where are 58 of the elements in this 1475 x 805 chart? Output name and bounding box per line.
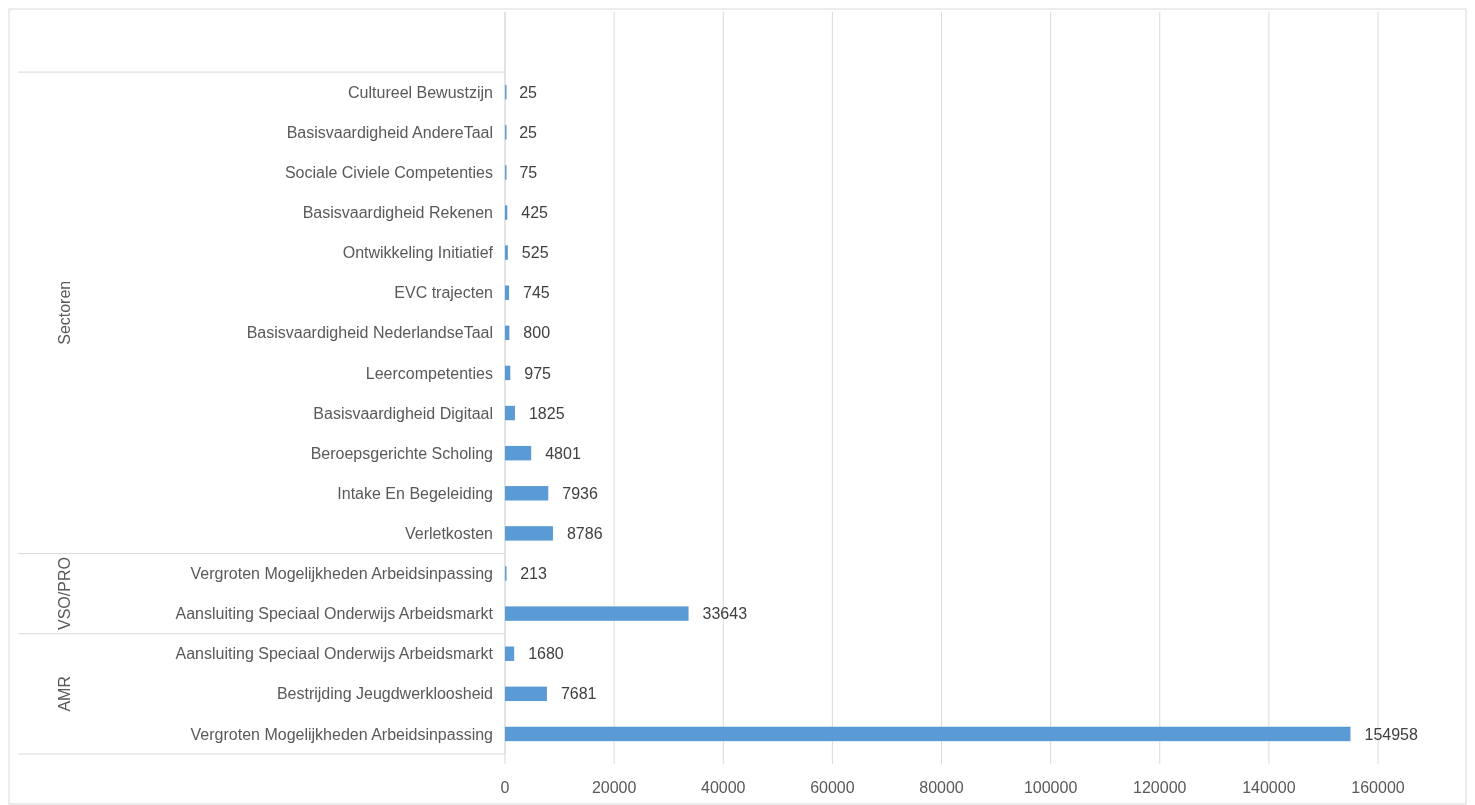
y-tick-label: EVC trajecten bbox=[394, 284, 493, 302]
data-label: 7936 bbox=[562, 484, 598, 502]
bar bbox=[505, 686, 547, 702]
bar bbox=[505, 486, 549, 501]
data-label: 33643 bbox=[702, 605, 748, 623]
y-tick-label: Aansluiting Speciaal Onderwijs Arbeidsmarkt bbox=[175, 645, 494, 663]
data-label: 525 bbox=[521, 244, 549, 262]
x-tick-label: 120000 bbox=[1133, 779, 1187, 796]
y-tick-label: Aansluiting Speciaal Onderwijs Arbeidsmarkt bbox=[175, 605, 494, 623]
data-label: 800 bbox=[523, 324, 551, 342]
bar bbox=[505, 726, 1351, 742]
text: AMR bbox=[56, 676, 73, 712]
data-label: 425 bbox=[521, 204, 549, 222]
data-label: 1680 bbox=[528, 645, 564, 663]
data-label: 154958 bbox=[1364, 725, 1418, 743]
data-label: 745 bbox=[523, 284, 550, 302]
y-tick-label: Beroepsgerichte Scholing bbox=[310, 444, 493, 462]
data-label: 75 bbox=[519, 163, 538, 181]
x-tick-label: 100000 bbox=[1023, 779, 1078, 796]
data-label: 213 bbox=[520, 565, 547, 583]
x-tick-label: 160000 bbox=[1351, 779, 1405, 796]
text: VSO/PRO bbox=[56, 557, 73, 631]
y-tick-label: Bestrijding Jeugdwerkloosheid bbox=[276, 685, 493, 703]
data-label: 975 bbox=[524, 364, 552, 382]
bar bbox=[505, 445, 532, 461]
bar bbox=[505, 646, 515, 661]
y-tick-label: Basisvaardigheid AndereTaal bbox=[286, 123, 493, 141]
y-tick-label: Leercompetenties bbox=[365, 364, 493, 382]
y-tick-label: Cultureel Bewustzijn bbox=[348, 83, 493, 101]
y-tick-label: Vergroten Mogelijkheden Arbeidsinpassing bbox=[190, 725, 493, 743]
bar bbox=[505, 606, 689, 621]
y-tick-label: Intake En Begeleiding bbox=[337, 484, 493, 502]
x-tick-label: 20000 bbox=[591, 779, 637, 796]
data-label: 8786 bbox=[566, 524, 603, 542]
y-tick-label: Basisvaardigheid NederlandseTaal bbox=[246, 324, 493, 342]
data-label: 25 bbox=[519, 83, 538, 101]
bar bbox=[505, 365, 511, 381]
bar bbox=[505, 245, 508, 260]
data-label: 25 bbox=[519, 123, 538, 141]
data-label: 4801 bbox=[545, 444, 581, 462]
data-label: 1825 bbox=[528, 404, 565, 422]
y-tick-label: Ontwikkeling Initiatief bbox=[342, 244, 494, 262]
y-tick-label: Sociale Civiele Competenties bbox=[284, 163, 493, 181]
text: Sectoren bbox=[56, 280, 73, 345]
y-tick-label: Verletkosten bbox=[404, 524, 493, 542]
x-tick-label: 40000 bbox=[701, 779, 746, 796]
y-tick-label: Basisvaardigheid Digitaal bbox=[313, 404, 493, 422]
data-label: 7681 bbox=[560, 685, 597, 703]
x-tick-label: 0 bbox=[500, 779, 510, 796]
y-tick-label: Vergroten Mogelijkheden Arbeidsinpassing bbox=[190, 565, 493, 583]
x-tick-label: 80000 bbox=[919, 779, 964, 796]
bar bbox=[505, 526, 553, 541]
bar bbox=[505, 205, 508, 220]
bar bbox=[505, 285, 510, 300]
x-tick-label: 60000 bbox=[810, 779, 855, 796]
y-tick-label: Basisvaardigheid Rekenen bbox=[302, 204, 493, 222]
x-tick-label: 140000 bbox=[1242, 779, 1296, 796]
bar bbox=[505, 405, 515, 421]
